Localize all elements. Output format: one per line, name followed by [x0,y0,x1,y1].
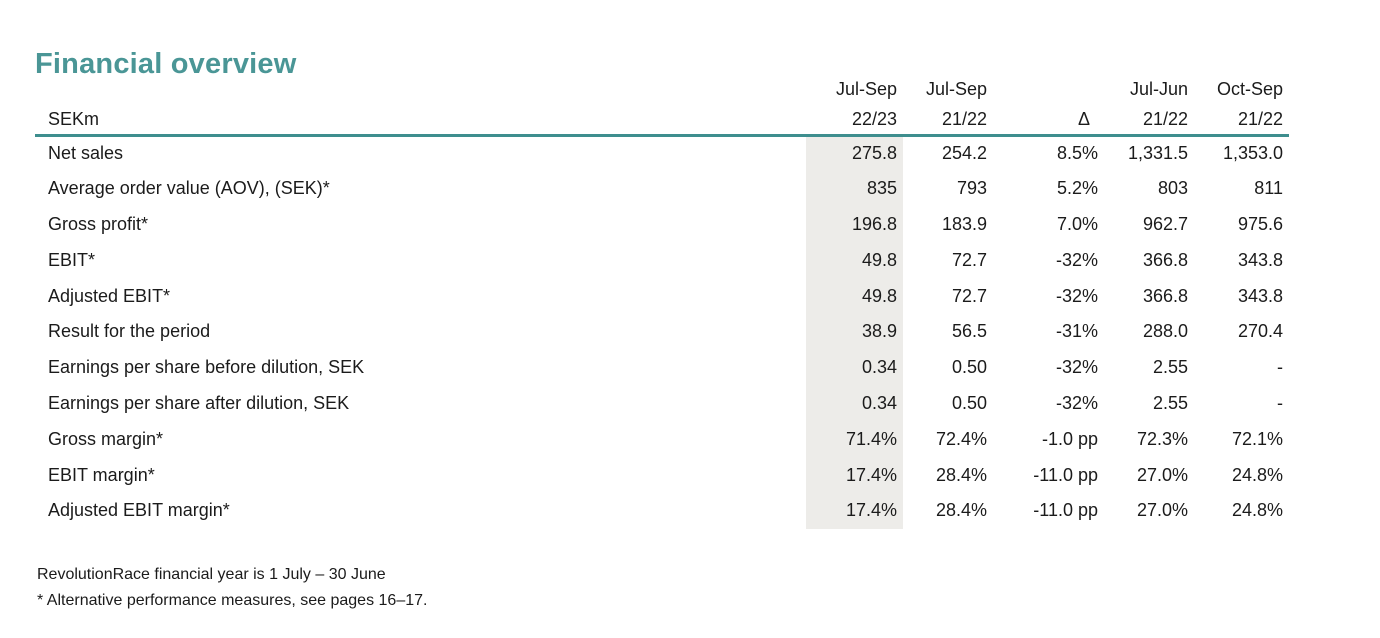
row-value: - [1277,357,1283,378]
row-label: Earnings per share after dilution, SEK [48,392,350,413]
header-year-col2: 21/22 [941,108,987,129]
row-value: 8.5% [1056,143,1098,164]
row-value: 17.4% [806,457,903,493]
row-value: 28.4% [935,500,987,521]
header-period-col3 [993,74,1104,105]
header-year-col5: 21/22 [1237,108,1283,129]
row-value: 72.4% [935,428,987,449]
header-period-col1: Jul-Sep [835,79,897,99]
table-row: Result for the period 38.9 56.5 -31% 288… [35,313,1289,350]
footnote-fiscal-year: RevolutionRace financial year is 1 July … [37,566,386,583]
row-value: 811 [1254,178,1283,199]
page-title: Financial overview [35,48,297,81]
row-value: 962.7 [1142,213,1188,234]
row-value: 254.2 [941,143,987,164]
row-value: 793 [956,178,987,199]
row-value: 5.2% [1056,178,1098,199]
row-label: EBIT margin* [48,464,155,485]
row-value: 24.8% [1231,464,1283,485]
row-value: 366.8 [1142,285,1188,306]
row-value: 71.4% [806,421,903,458]
row-value: 0.34 [806,385,903,422]
row-label: EBIT* [48,249,96,270]
row-value: 72.7 [951,249,987,270]
row-value: -32% [1055,249,1098,270]
header-spacer [35,74,806,105]
row-label: Average order value (AOV), (SEK)* [48,178,330,199]
row-value: 288.0 [1142,321,1188,342]
row-value: 7.0% [1056,213,1098,234]
row-value: -11.0 pp [1033,464,1098,485]
row-value: 27.0% [1136,464,1188,485]
row-value: 975.6 [1237,213,1283,234]
row-value: 72.1% [1231,428,1283,449]
row-value: 56.5 [951,321,987,342]
header-period-col5: Oct-Sep [1216,79,1283,99]
row-value: 28.4% [935,464,987,485]
table-body: Net sales 275.8 254.2 8.5% 1,331.5 1,353… [35,135,1289,529]
row-value: -32% [1055,357,1098,378]
row-value: -1.0 pp [1041,428,1098,449]
row-value: 1,353.0 [1222,143,1283,164]
row-value: 0.50 [951,357,987,378]
header-period-col2: Jul-Sep [925,79,987,99]
row-value: 2.55 [1152,392,1188,413]
table-row: Adjusted EBIT margin* 17.4% 28.4% -11.0 … [35,492,1289,529]
row-label: Gross profit* [48,213,149,234]
row-value: 343.8 [1237,285,1283,306]
row-value: 803 [1157,178,1188,199]
table-row: Earnings per share after dilution, SEK 0… [35,385,1289,422]
row-value: -11.0 pp [1033,500,1098,521]
table-row: EBIT* 49.8 72.7 -32% 366.8 343.8 [35,242,1289,279]
row-value: 49.8 [806,242,903,279]
row-label: Result for the period [48,321,211,342]
row-value: 38.9 [806,313,903,350]
header-year-col4: 21/22 [1142,108,1188,129]
row-value: 835 [806,170,903,207]
row-value: 196.8 [806,206,903,243]
row-value: 24.8% [1231,500,1283,521]
table-row: Net sales 275.8 254.2 8.5% 1,331.5 1,353… [35,135,1289,171]
row-value: 1,331.5 [1127,143,1188,164]
row-value: 17.4% [806,492,903,529]
header-period-row: Jul-Sep Jul-Sep Jul-Jun Oct-Sep [35,74,1289,105]
row-label: Earnings per share before dilution, SEK [48,357,365,378]
row-value: 27.0% [1136,500,1188,521]
table-row: EBIT margin* 17.4% 28.4% -11.0 pp 27.0% … [35,457,1289,493]
header-year-row: SEKm 22/23 21/22 Δ 21/22 21/22 [35,105,1289,135]
table-row: Average order value (AOV), (SEK)* 835 79… [35,170,1289,207]
row-value: 366.8 [1142,249,1188,270]
header-year-col1: 22/23 [851,108,897,129]
row-label: Adjusted EBIT* [48,285,171,306]
row-label: Adjusted EBIT margin* [48,500,230,521]
unit-label: SEKm [48,108,100,129]
row-value: 275.8 [806,135,903,171]
row-value: 343.8 [1237,249,1283,270]
row-value: 2.55 [1152,357,1188,378]
table-header: Jul-Sep Jul-Sep Jul-Jun Oct-Sep SEKm 22/… [35,74,1289,135]
table-row: Gross profit* 196.8 183.9 7.0% 962.7 975… [35,206,1289,243]
row-value: 183.9 [941,213,987,234]
row-value: -32% [1055,285,1098,306]
header-period-col4: Jul-Jun [1129,79,1188,99]
row-value: -31% [1055,321,1098,342]
table-row: Gross margin* 71.4% 72.4% -1.0 pp 72.3% … [35,421,1289,458]
table-row: Adjusted EBIT* 49.8 72.7 -32% 366.8 343.… [35,278,1289,314]
row-value: 49.8 [806,278,903,314]
delta-column-header: Δ [1077,108,1090,129]
financial-overview-table: Jul-Sep Jul-Sep Jul-Jun Oct-Sep SEKm 22/… [35,74,1289,529]
footnotes: RevolutionRace financial year is 1 July … [37,562,427,614]
row-value: 0.34 [806,349,903,386]
row-value: 0.50 [951,392,987,413]
row-value: 72.7 [951,285,987,306]
row-label: Net sales [48,143,124,164]
row-value: - [1277,392,1283,413]
row-label: Gross margin* [48,428,164,449]
row-value: 72.3% [1136,428,1188,449]
row-value: -32% [1055,392,1098,413]
table-row: Earnings per share before dilution, SEK … [35,349,1289,386]
row-value: 270.4 [1237,321,1283,342]
footnote-apm: * Alternative performance measures, see … [37,592,428,609]
